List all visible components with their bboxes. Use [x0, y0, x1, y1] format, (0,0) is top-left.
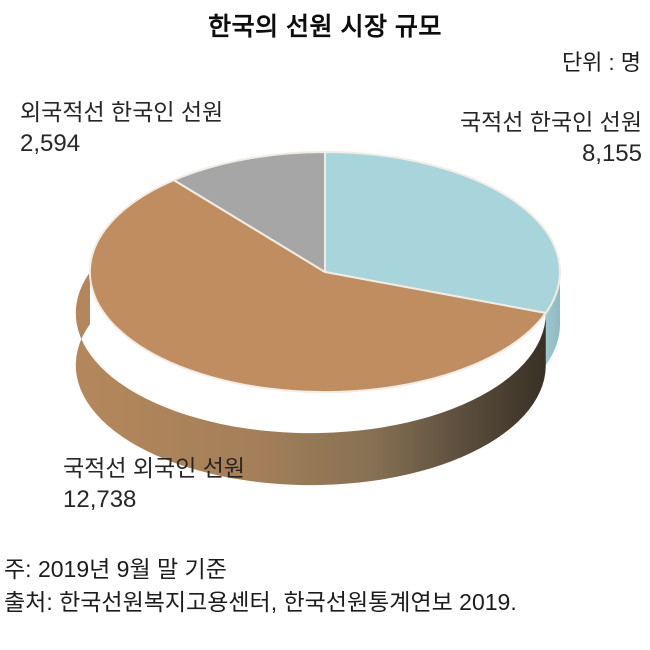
slice-name: 외국적선 한국인 선원: [20, 99, 224, 125]
note-basis-date: 주: 2019년 9월 말 기준: [4, 556, 227, 582]
pie-slice-national-korean: [324, 151, 561, 314]
label-foreignflag-korean: 외국적선 한국인 선원 2,594: [20, 96, 223, 160]
pie-slice-national-foreign: [88, 179, 547, 394]
slice-value: 2,594: [20, 130, 81, 157]
label-national-korean: 국적선 한국인 선원 8,155: [460, 106, 642, 170]
pie-side-national-foreign: [75, 272, 546, 486]
pie-slice-foreignflag-korean: [172, 151, 326, 273]
slice-value: 12,738: [63, 486, 137, 513]
footnotes: 주: 2019년 9월 말 기준 출처: 한국선원복지고용센터, 한국선원통계연…: [4, 553, 517, 619]
note-source: 출처: 한국선원복지고용센터, 한국선원통계연보 2019.: [4, 589, 517, 615]
label-national-foreign: 국적선 외국인 선원 12,738: [63, 452, 245, 516]
chart-title: 한국의 선원 시장 규모: [208, 13, 442, 41]
slice-name: 국적선 한국인 선원: [459, 109, 642, 135]
slice-name: 국적선 외국인 선원: [63, 455, 246, 481]
slice-value: 8,155: [581, 140, 642, 167]
unit-label: 단위 : 명: [561, 50, 641, 75]
